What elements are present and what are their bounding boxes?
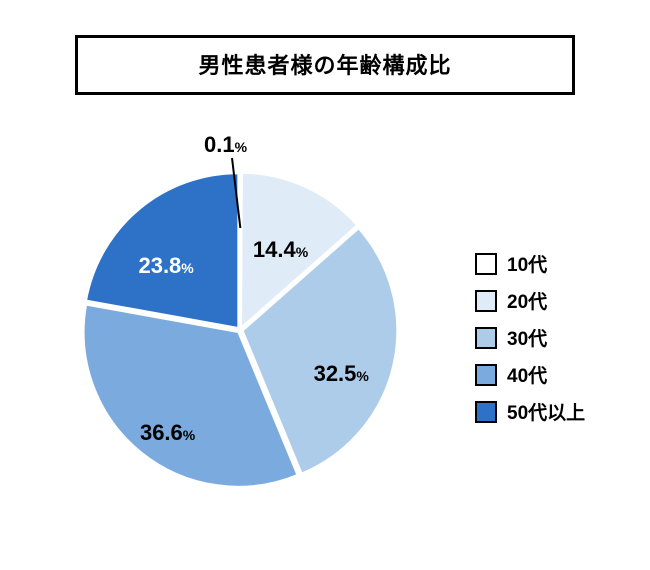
- legend-swatch: [475, 401, 497, 423]
- slice-label: 32.5%: [314, 361, 369, 387]
- slice-value: 0.1: [204, 132, 235, 157]
- legend-entry: 30代: [475, 324, 585, 351]
- legend-label: 30代: [507, 324, 547, 351]
- chart-title: 男性患者様の年齢構成比: [75, 35, 575, 95]
- slice-label: 23.8%: [138, 253, 193, 279]
- legend-entry: 50代以上: [475, 398, 585, 425]
- legend-entry: 40代: [475, 361, 585, 388]
- slice-label: 0.1%: [204, 132, 247, 158]
- legend: 10代 20代 30代 40代 50代以上: [475, 250, 585, 435]
- slice-value: 32.5: [314, 361, 357, 386]
- legend-entry: 20代: [475, 287, 585, 314]
- legend-swatch: [475, 364, 497, 386]
- legend-swatch: [475, 253, 497, 275]
- percent-sign: %: [235, 139, 247, 155]
- percent-sign: %: [356, 368, 368, 384]
- legend-label: 40代: [507, 361, 547, 388]
- slice-value: 14.4: [253, 237, 296, 262]
- slice-value: 36.6: [140, 420, 183, 445]
- percent-sign: %: [296, 244, 308, 260]
- legend-entry: 10代: [475, 250, 585, 277]
- legend-label: 10代: [507, 250, 547, 277]
- percent-sign: %: [183, 427, 195, 443]
- legend-swatch: [475, 327, 497, 349]
- percent-sign: %: [181, 260, 193, 276]
- pie-chart: 0.1%14.4%32.5%36.6%23.8%: [40, 130, 440, 530]
- slice-label: 36.6%: [140, 420, 195, 446]
- slice-label: 14.4%: [253, 237, 308, 263]
- legend-label: 20代: [507, 287, 547, 314]
- legend-swatch: [475, 290, 497, 312]
- leader-line: [232, 158, 240, 228]
- legend-label: 50代以上: [507, 398, 585, 425]
- slice-value: 23.8: [138, 253, 181, 278]
